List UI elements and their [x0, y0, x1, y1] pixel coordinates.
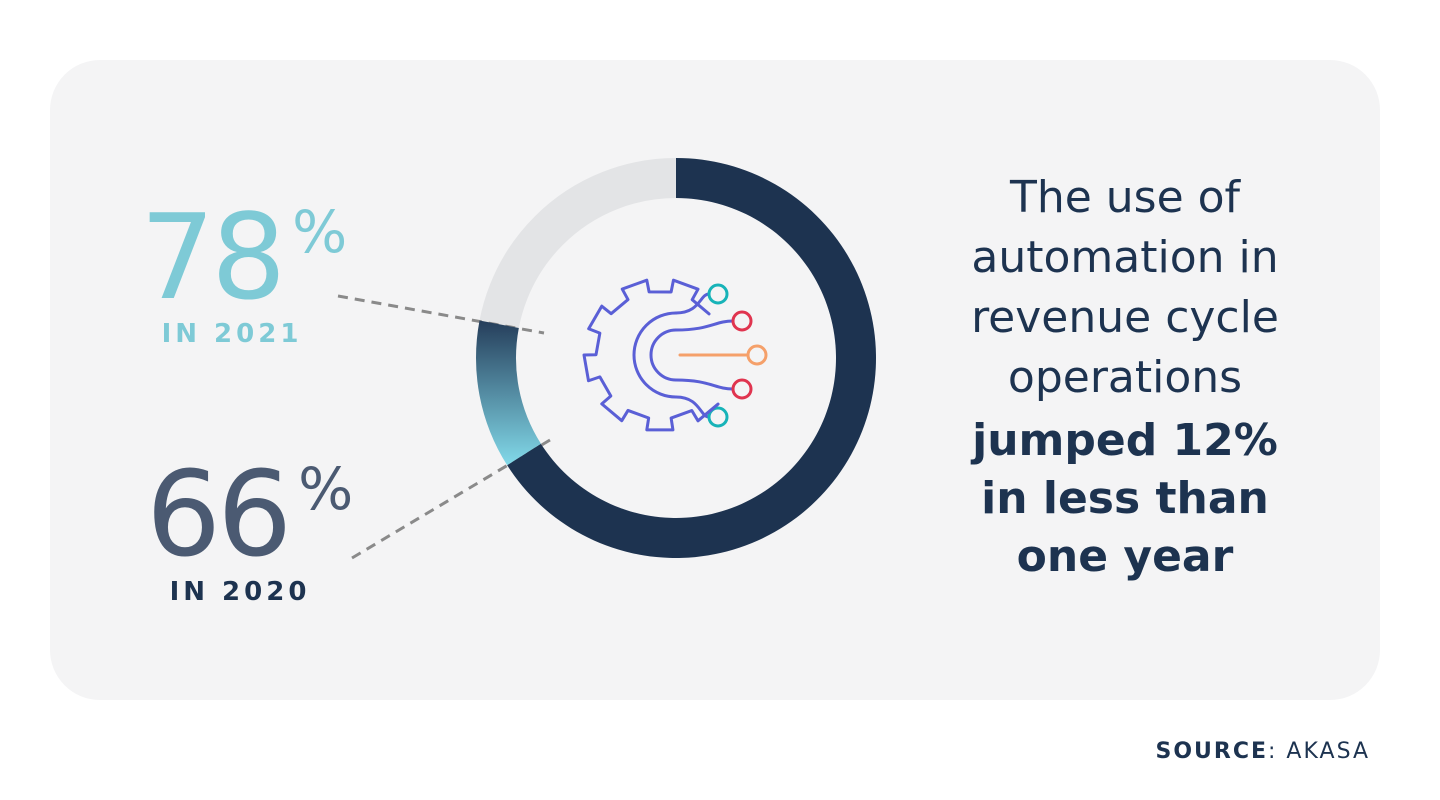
source-label: SOURCE [1156, 739, 1269, 764]
source-text: : AKASA [1268, 739, 1370, 764]
annotation-bold-line: in less than [981, 473, 1269, 524]
value-unit: % [298, 455, 353, 523]
value-label: 78% [140, 188, 347, 326]
category-label: IN 2021 [162, 319, 303, 349]
gear-outline [582, 278, 720, 432]
annotation-line: operations [1008, 352, 1242, 403]
gear-icon [582, 278, 768, 432]
source: SOURCE: AKASA [1156, 739, 1371, 764]
annotation-line: The use of [1009, 172, 1242, 223]
value-label: 66% [146, 445, 353, 583]
value-number: 66 [146, 445, 288, 583]
annotation-line: revenue cycle [971, 292, 1279, 343]
annotation-bold-line: jumped 12% [970, 415, 1278, 466]
annotation-line: automation in [971, 232, 1278, 283]
value-unit: % [292, 198, 347, 266]
annotation-bold-line: one year [1017, 531, 1234, 582]
value-number: 78 [140, 188, 282, 326]
category-label: IN 2020 [170, 577, 311, 607]
donut-segment [476, 320, 541, 466]
